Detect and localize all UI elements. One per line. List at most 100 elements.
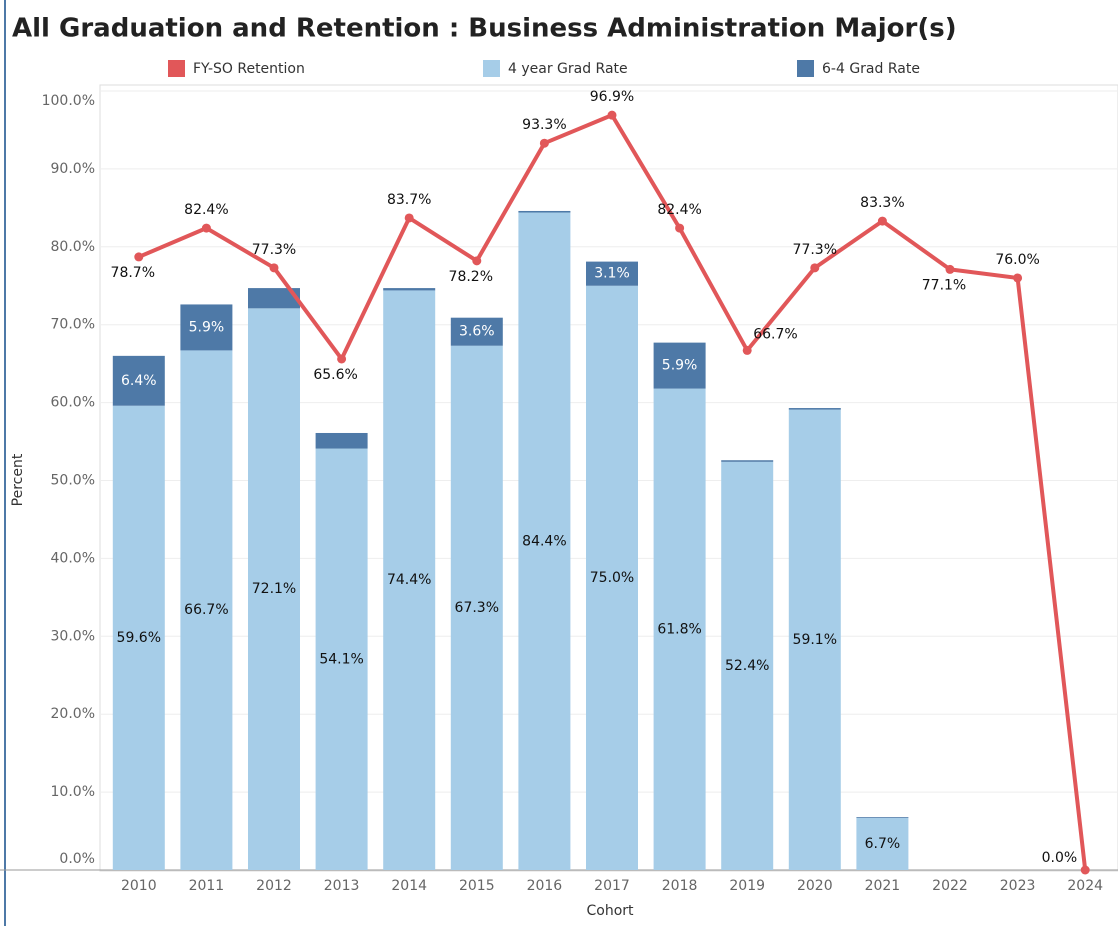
data-label: 83.3%: [860, 195, 904, 211]
bar-segment: [383, 288, 436, 291]
data-label: 0.0%: [1042, 850, 1078, 866]
x-tick-label: 2024: [1067, 878, 1103, 894]
x-tick-label: 2013: [324, 878, 360, 894]
line-point: [877, 216, 887, 226]
bar-segment: [518, 210, 571, 213]
x-tick-label: 2015: [459, 878, 495, 894]
bar-segment: [180, 350, 233, 871]
bar-segment: [518, 212, 571, 871]
x-tick-label: 2014: [391, 878, 427, 894]
x-axis-title: Cohort: [586, 903, 634, 919]
bar-segment: [586, 261, 638, 286]
line-point: [742, 345, 752, 355]
y-tick-label: 0.0%: [59, 851, 95, 867]
y-tick-label: 10.0%: [51, 784, 95, 800]
legend-label: 6-4 Grad Rate: [822, 61, 920, 77]
data-label: 96.9%: [590, 89, 634, 105]
bar-segment: [788, 408, 841, 410]
data-label: 3.1%: [594, 266, 630, 282]
bar-segment: [450, 345, 503, 870]
x-tick-label: 2019: [729, 878, 765, 894]
data-label: 83.7%: [387, 192, 431, 208]
legend-swatch: [168, 60, 185, 77]
data-label: 52.4%: [725, 658, 769, 674]
line-point: [810, 263, 820, 273]
y-axis-title: Percent: [10, 453, 26, 506]
x-tick-label: 2012: [256, 878, 292, 894]
chart-title: All Graduation and Retention : Business …: [12, 14, 957, 44]
data-label: 66.7%: [184, 602, 228, 618]
line-point: [675, 223, 685, 233]
line-point: [269, 263, 279, 273]
bar-segment: [180, 304, 233, 351]
bar-segment: [653, 342, 706, 389]
line-point: [539, 138, 549, 148]
legend-label: FY-SO Retention: [193, 61, 305, 77]
line-point: [472, 256, 482, 266]
x-tick-label: 2011: [189, 878, 225, 894]
bar-segment: [450, 317, 503, 346]
data-label: 75.0%: [590, 570, 634, 586]
bar-segment: [586, 285, 638, 870]
data-label: 67.3%: [455, 600, 499, 616]
bar-segment: [112, 405, 165, 870]
line-point: [134, 252, 144, 262]
data-label: 6.4%: [121, 373, 157, 389]
x-tick-label: 2017: [594, 878, 630, 894]
y-tick-label: 50.0%: [51, 473, 95, 489]
legend-label: 4 year Grad Rate: [508, 61, 628, 77]
data-label: 65.6%: [313, 367, 357, 383]
line-point: [1013, 273, 1023, 283]
data-label: 77.3%: [793, 242, 837, 258]
y-tick-label: 20.0%: [51, 706, 95, 722]
data-label: 74.4%: [387, 572, 431, 588]
y-tick-label: 70.0%: [51, 317, 95, 333]
x-tick-label: 2020: [797, 878, 833, 894]
bar-segment: [383, 290, 436, 870]
data-label: 77.1%: [922, 277, 966, 293]
y-tick-label: 40.0%: [51, 550, 95, 566]
line-point: [1080, 865, 1090, 875]
data-label: 82.4%: [184, 202, 228, 218]
data-label: 78.2%: [449, 269, 493, 285]
bar-segment: [112, 355, 165, 406]
line-point: [945, 264, 955, 274]
bar-segment: [721, 460, 774, 462]
x-tick-label: 2010: [121, 878, 157, 894]
data-label: 59.6%: [117, 630, 161, 646]
bar-segment: [248, 308, 300, 870]
data-label: 82.4%: [657, 202, 701, 218]
legend-swatch: [797, 60, 814, 77]
bar-segment: [248, 288, 300, 309]
data-label: 72.1%: [252, 581, 296, 597]
y-tick-label: 100.0%: [42, 93, 95, 109]
legend-swatch: [483, 60, 500, 77]
data-label: 93.3%: [522, 117, 566, 133]
line-point: [337, 354, 347, 364]
data-label: 66.7%: [753, 326, 797, 342]
data-label: 76.0%: [995, 252, 1039, 268]
data-label: 6.7%: [865, 836, 901, 852]
line-point: [201, 223, 211, 233]
line-point: [607, 110, 617, 120]
y-tick-label: 80.0%: [51, 239, 95, 255]
data-label: 5.9%: [662, 358, 698, 374]
bar-segment: [856, 817, 909, 818]
x-tick-label: 2021: [865, 878, 901, 894]
data-label: 84.4%: [522, 533, 566, 549]
y-tick-label: 60.0%: [51, 395, 95, 411]
plot-area: [99, 84, 1118, 872]
bar-segment: [788, 409, 841, 870]
x-tick-label: 2016: [527, 878, 563, 894]
bar-segment: [856, 817, 909, 870]
x-tick-label: 2022: [932, 878, 968, 894]
y-tick-label: 30.0%: [51, 628, 95, 644]
bar-segment: [315, 432, 368, 449]
data-label: 78.7%: [111, 265, 155, 281]
bar-segment: [653, 388, 706, 870]
data-label: 54.1%: [319, 651, 363, 667]
data-label: 5.9%: [189, 319, 225, 335]
x-tick-label: 2023: [1000, 878, 1036, 894]
bar-segment: [315, 448, 368, 870]
